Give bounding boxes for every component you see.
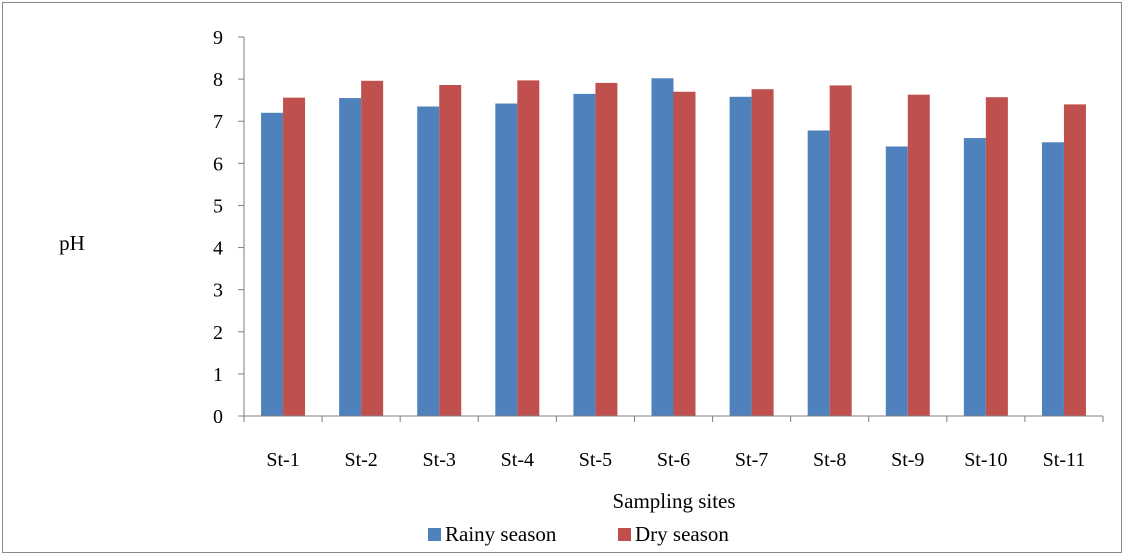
bar-rainy-st-6 (651, 78, 674, 416)
bar-rainy-st-1 (261, 112, 284, 417)
legend-label: Rainy season (445, 522, 557, 546)
bar-dry-st-9 (907, 94, 930, 416)
bar-rainy-st-4 (495, 103, 518, 416)
bar-dry-st-2 (361, 80, 384, 416)
bar-rainy-st-9 (885, 146, 908, 416)
y-tick-label: 8 (213, 69, 223, 91)
bar-dry-st-3 (439, 85, 462, 417)
x-tick-label: St-3 (423, 449, 456, 471)
axes-layer (238, 36, 1104, 422)
bar-rainy-st-2 (339, 98, 362, 417)
bar-dry-st-1 (283, 97, 306, 416)
x-tick-label: St-8 (813, 449, 846, 471)
bar-rainy-st-8 (807, 130, 830, 416)
bar-rainy-st-11 (1041, 142, 1064, 416)
x-tick-label: St-5 (579, 449, 612, 471)
y-axis-label: pH (59, 231, 85, 255)
bar-dry-st-7 (751, 89, 774, 417)
y-tick-label: 0 (213, 406, 223, 428)
legend-label: Dry season (635, 522, 729, 546)
y-tick-label: 2 (213, 322, 223, 344)
y-tick-labels: 0 1 2 3 4 5 6 7 8 9 (213, 27, 223, 428)
legend-swatch (618, 528, 631, 541)
x-tick-labels: St-1 St-2 St-3 St-4 St-5 St-6 St-7 St-8 St-9 St-1… (266, 449, 1085, 471)
y-tick-label: 5 (213, 195, 223, 217)
x-tick-label: St-1 (266, 449, 299, 471)
x-tick-label: St-4 (501, 449, 534, 471)
bar-dry-st-5 (595, 82, 618, 416)
bar-dry-st-10 (985, 97, 1008, 417)
bar-rainy-st-5 (573, 93, 596, 416)
x-tick-label: St-11 (1043, 449, 1086, 471)
y-tick-label: 6 (213, 153, 223, 175)
bars-layer (261, 78, 1086, 417)
y-tick-label: 1 (213, 364, 223, 386)
x-tick-label: St-2 (344, 449, 377, 471)
x-tick-label: St-7 (735, 449, 768, 471)
bar-rainy-st-10 (963, 138, 986, 417)
bar-dry-st-8 (829, 85, 852, 416)
bar-dry-st-11 (1063, 104, 1086, 416)
y-tick-label: 9 (213, 27, 223, 49)
y-tick-label: 7 (213, 111, 223, 133)
legend: Rainy season Dry season (428, 522, 729, 546)
bar-rainy-st-3 (417, 106, 440, 416)
y-tick-label: 4 (213, 238, 223, 260)
legend-item-dry: Dry season (618, 522, 729, 546)
bar-rainy-st-7 (729, 96, 752, 416)
bar-dry-st-6 (673, 91, 696, 416)
bar-dry-st-4 (517, 80, 540, 416)
y-tick-label: 3 (213, 280, 223, 302)
x-axis-label: Sampling sites (612, 489, 735, 513)
legend-item-rainy: Rainy season (428, 522, 557, 546)
x-tick-label: St-9 (891, 449, 924, 471)
x-tick-label: St-6 (657, 449, 690, 471)
x-tick-label: St-10 (964, 449, 1007, 471)
legend-swatch (428, 528, 441, 541)
